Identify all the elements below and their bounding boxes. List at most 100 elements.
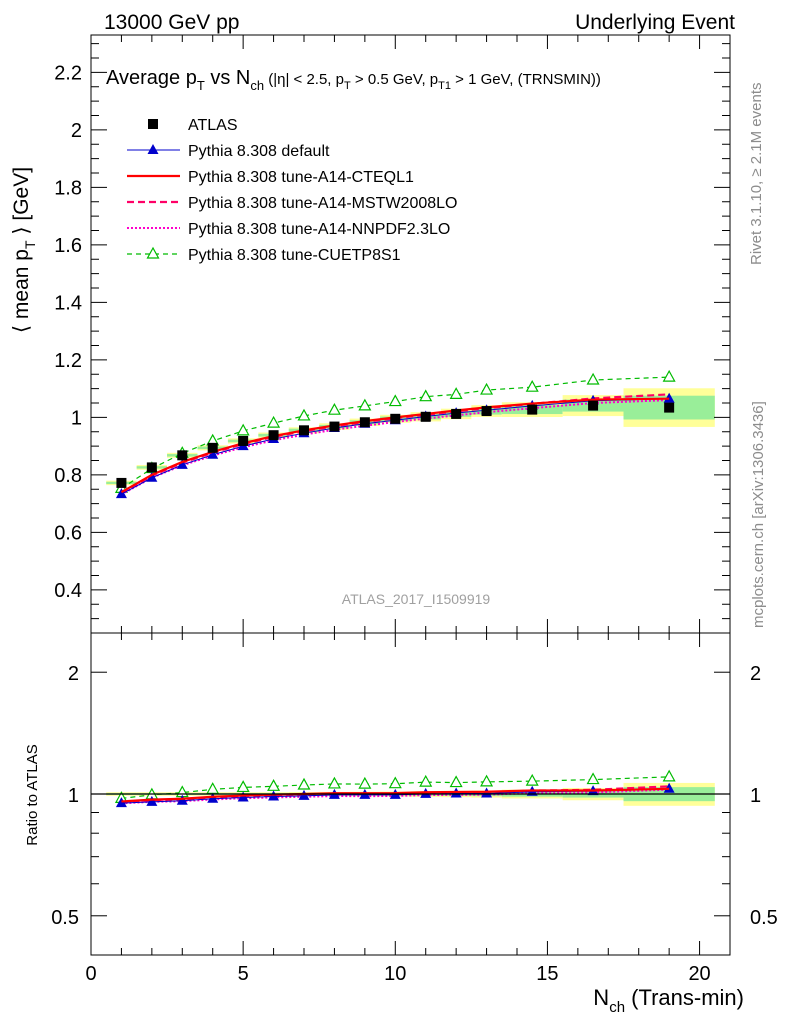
main-data-points [116, 400, 675, 488]
main-line-default [121, 398, 670, 495]
title-cond-c: > 1 GeV, (TRNSMIN)) [451, 71, 601, 88]
ratio-marker-cuetp [662, 769, 676, 782]
main-y-tick-label: 0.6 [54, 522, 82, 544]
main-marker-cuetp [297, 408, 311, 421]
ratio-marker-default [146, 795, 158, 806]
main-y-tick-label: 0.4 [54, 580, 82, 602]
rivet-label: Rivet 3.1.10, ≥ 2.1M events [748, 83, 765, 266]
title-sub1: T [197, 78, 205, 93]
main-data-point [116, 477, 127, 488]
ratio-y-tick-label: 2 [68, 663, 79, 685]
ratio-x-tick-label: 15 [536, 963, 558, 985]
ratio-marker-cuetp [327, 776, 341, 789]
main-data-point [359, 417, 370, 428]
title-main: Average p [106, 67, 197, 89]
main-marker-default [663, 392, 675, 403]
main-marker-cuetp [388, 394, 402, 407]
legend-label-cuetp: Pythia 8.308 tune-CUETP8S1 [188, 247, 401, 264]
ratio-marker-cuetp [525, 773, 539, 786]
main-marker-cuetp [419, 389, 433, 402]
ratio-marker-cuetp [297, 777, 311, 790]
ratio-x-tick-label: 20 [688, 963, 710, 985]
main-marker-default [207, 448, 219, 459]
ratio-marker-cuetp [236, 780, 250, 793]
ratio-y-axis-label: Ratio to ATLAS [24, 744, 41, 845]
xlabel-post: (Trans-min) [625, 985, 744, 1010]
ratio-y-tick-label: 1 [68, 785, 79, 807]
ratio-line-default [121, 788, 670, 804]
main-y-tick-label: 1.4 [54, 292, 82, 314]
main-line-cuetp [121, 376, 670, 489]
title-sub3: T [344, 80, 351, 92]
title-sub2: ch [250, 78, 264, 93]
analysis-id: ATLAS_2017_I1509919 [342, 591, 491, 607]
main-marker-default [176, 458, 188, 469]
main-data-point [146, 462, 157, 473]
ratio-marker-cuetp [358, 776, 372, 789]
main-data-point [451, 408, 462, 419]
ylabel-main-post: ⟩ [GeV] [10, 167, 33, 241]
main-marker-cuetp [662, 369, 676, 382]
main-y-tick-label: 1.2 [54, 350, 82, 372]
main-data-point [527, 404, 538, 415]
ratio-marker-default [115, 797, 127, 808]
main-y-tick-label: 0.8 [54, 465, 82, 487]
legend-marker-cuetp [146, 246, 160, 259]
ratio-marker-cuetp [206, 782, 220, 794]
ratio-y-tick-label-right: 2 [750, 663, 761, 685]
main-marker-cuetp [525, 379, 539, 392]
title-sub4: T1 [438, 80, 451, 92]
main-data-point [420, 411, 431, 422]
header-left: 13000 GeV pp [104, 11, 239, 34]
main-data-point [481, 406, 492, 417]
legend-label-default: Pythia 8.308 default [188, 143, 330, 160]
legend: ATLAS Pythia 8.308 default Pythia 8.308 tu… [127, 117, 457, 264]
header-right: Underlying Event [575, 11, 735, 34]
ratio-marker-cuetp [480, 774, 494, 787]
legend-label-mstw: Pythia 8.308 tune-A14-MSTW2008LO [188, 195, 457, 212]
ratio-marker-cuetp [267, 779, 281, 791]
legend-label-nnpdf: Pythia 8.308 tune-A14-NNPDF2.3LO [188, 221, 450, 238]
main-marker-cuetp [236, 423, 250, 436]
main-y-tick-label: 2.2 [54, 62, 82, 84]
main-line-nnpdf [120, 399, 670, 496]
ratio-line-cteq [121, 787, 670, 803]
legend-label-data: ATLAS [188, 117, 238, 134]
legend-label-cteq: Pythia 8.308 tune-A14-CTEQL1 [188, 169, 414, 186]
main-y-tick-label: 1 [71, 407, 82, 429]
main-data-point [177, 450, 188, 461]
main-y-tick-label: 1.6 [54, 235, 82, 257]
ratio-marker-cuetp [388, 776, 402, 789]
main-marker-default [146, 471, 158, 482]
main-marker-cuetp [480, 382, 494, 395]
title-mid: vs N [205, 67, 251, 89]
ratio-x-tick-label: 0 [85, 963, 96, 985]
xlabel-sub: ch [609, 999, 625, 1016]
main-plot: 0.40.60.811.21.41.61.822.2 Average pT vs… [54, 34, 731, 634]
ratio-marker-cuetp [449, 775, 463, 788]
main-marker-cuetp [267, 415, 281, 428]
main-marker-cuetp [449, 387, 463, 399]
main-data-point [268, 430, 279, 441]
ratio-y-tick-label-right: 0.5 [750, 907, 778, 929]
main-marker-cuetp [327, 402, 341, 415]
ratio-x-tick-label: 10 [384, 963, 406, 985]
ratio-marker-cuetp [586, 772, 600, 785]
main-data-point [588, 400, 599, 411]
mcplots-label: mcplots.cern.ch [arXiv:1306.3436] [750, 401, 767, 628]
x-axis-label: Nch (Trans-min) [593, 985, 744, 1016]
ratio-y-tick-label-right: 1 [750, 785, 761, 807]
main-line-cteq [120, 397, 670, 494]
legend-marker-data [148, 119, 158, 129]
ratio-marker-cuetp [419, 774, 433, 787]
ratio-marker-default [663, 782, 675, 793]
main-data-point [664, 402, 675, 413]
ratio-x-tick-label: 5 [238, 963, 249, 985]
main-marker-default [115, 488, 127, 499]
main-data-point [238, 435, 249, 446]
main-y-tick-label: 2 [71, 120, 82, 142]
ratio-mc-curves [91, 769, 730, 808]
legend-marker-default [147, 144, 159, 154]
ratio-y-tick-label: 0.5 [51, 907, 79, 929]
plot-title: Average pT vs Nch (|η| < 2.5, pT > 0.5 G… [106, 67, 601, 93]
